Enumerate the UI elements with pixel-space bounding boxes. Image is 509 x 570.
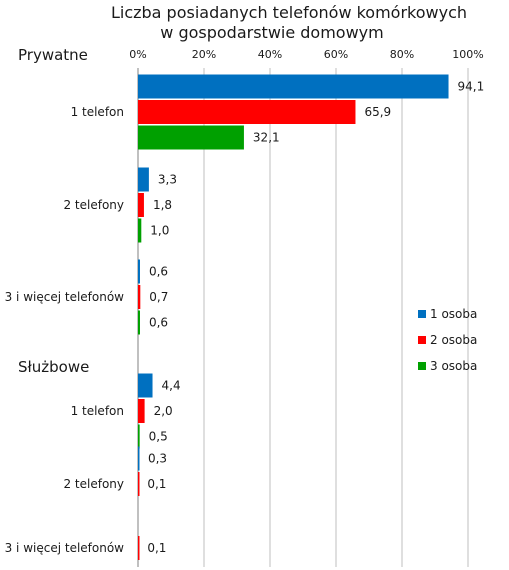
data-label: 1,8 <box>153 198 172 212</box>
data-label: 4,4 <box>162 379 181 393</box>
category-label: 2 telefony <box>63 477 124 491</box>
data-label: 0,5 <box>149 430 168 444</box>
x-tick-label: 60% <box>324 48 348 61</box>
bar <box>138 167 149 192</box>
data-label: 1,0 <box>150 224 169 238</box>
data-label: 0,6 <box>149 265 168 279</box>
bar <box>138 100 356 124</box>
data-label: 0,7 <box>149 290 168 304</box>
x-tick-label: 80% <box>390 48 414 61</box>
bar <box>138 259 140 284</box>
data-label: 94,1 <box>458 80 485 94</box>
chart-title-line-2: w gospodarstwie domowym <box>160 23 383 42</box>
legend-swatch <box>418 362 426 370</box>
bar <box>138 285 141 309</box>
data-label: 65,9 <box>364 105 391 119</box>
category-label: 3 i więcej telefonów <box>5 290 125 304</box>
bar <box>138 125 244 150</box>
bar <box>138 218 142 243</box>
legend-entry: 1 osoba <box>430 307 477 321</box>
bar <box>138 424 140 449</box>
section-label: Prywatne <box>18 46 88 64</box>
category-label: 1 telefon <box>71 404 124 418</box>
bar <box>138 193 144 217</box>
x-tick-label: 0% <box>129 48 146 61</box>
category-label: 2 telefony <box>63 198 124 212</box>
x-tick-label: 40% <box>258 48 282 61</box>
bar <box>138 446 140 471</box>
bar <box>138 399 145 423</box>
category-label: 3 i więcej telefonów <box>5 541 125 555</box>
section-label: Służbowe <box>18 358 89 376</box>
data-label: 0,3 <box>148 452 167 466</box>
data-label: 0,6 <box>149 316 168 330</box>
data-label: 0,1 <box>147 477 166 491</box>
x-tick-label: 20% <box>192 48 216 61</box>
chart-title: Liczba posiadanych telefonów komórkowych <box>111 3 467 22</box>
data-label: 3,3 <box>158 173 177 187</box>
x-tick-label: 100% <box>452 48 483 61</box>
bar <box>138 74 449 99</box>
legend-swatch <box>418 310 426 318</box>
bar <box>138 310 140 335</box>
legend-entry: 2 osoba <box>430 333 477 347</box>
data-label: 32,1 <box>253 131 280 145</box>
data-label: 0,1 <box>147 541 166 555</box>
bar <box>138 472 140 496</box>
category-label: 1 telefon <box>71 105 124 119</box>
legend-swatch <box>418 336 426 344</box>
bar <box>138 536 140 560</box>
legend-entry: 3 osoba <box>430 359 477 373</box>
data-label: 2,0 <box>154 404 173 418</box>
bar <box>138 373 153 398</box>
